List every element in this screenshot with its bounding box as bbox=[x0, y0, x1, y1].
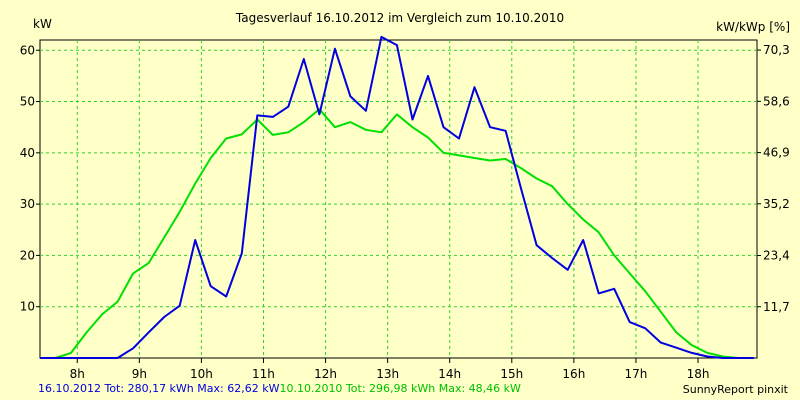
y-axis-label-left: kW bbox=[33, 17, 52, 31]
y2-tick-label: 35,2 bbox=[763, 197, 790, 211]
y2-tick-label: 23,4 bbox=[763, 249, 790, 263]
y2-tick-label: 11,7 bbox=[763, 300, 790, 314]
x-tick-label: 8h bbox=[70, 367, 85, 381]
series-line-16-10-2012 bbox=[40, 35, 754, 359]
y-tick-label: 40 bbox=[20, 146, 35, 160]
x-tick-label: 13h bbox=[376, 367, 399, 381]
y-tick-label: 10 bbox=[20, 300, 35, 314]
credit-text: SunnyReport pinxit bbox=[682, 383, 788, 396]
x-tick-label: 10h bbox=[190, 367, 213, 381]
y-tick-label: 30 bbox=[20, 197, 35, 211]
x-tick-label: 17h bbox=[625, 367, 648, 381]
y-tick-label: 60 bbox=[20, 43, 35, 57]
chart-footer: 16.10.2012 Tot: 280,17 kWh Max: 62,62 kW… bbox=[38, 382, 521, 395]
x-tick-label: 11h bbox=[252, 367, 275, 381]
x-tick-label: 15h bbox=[500, 367, 523, 381]
footer-series-2012: 16.10.2012 Tot: 280,17 kWh Max: 62,62 kW bbox=[38, 382, 280, 395]
y2-tick-label: 46,9 bbox=[763, 146, 790, 160]
y2-tick-label: 70,3 bbox=[763, 43, 790, 57]
x-tick-label: 9h bbox=[132, 367, 147, 381]
y-tick-label: 20 bbox=[20, 248, 35, 262]
y-axis-label-right: kW/kWp [%] bbox=[716, 20, 790, 34]
x-tick-label: 16h bbox=[562, 367, 585, 381]
x-tick-label: 14h bbox=[438, 367, 461, 381]
footer-series-2010: 10.10.2010 Tot: 296,98 kWh Max: 48,46 kW bbox=[279, 382, 521, 395]
x-tick-label: 18h bbox=[687, 367, 710, 381]
plot-frame bbox=[39, 39, 758, 359]
y2-tick-label: 58,6 bbox=[763, 94, 790, 108]
x-tick-label: 12h bbox=[314, 367, 337, 381]
series-line-10-10-2010 bbox=[40, 108, 754, 359]
y-tick-label: 50 bbox=[20, 95, 35, 109]
chart-title: Tagesverlauf 16.10.2012 im Vergleich zum… bbox=[235, 11, 565, 25]
